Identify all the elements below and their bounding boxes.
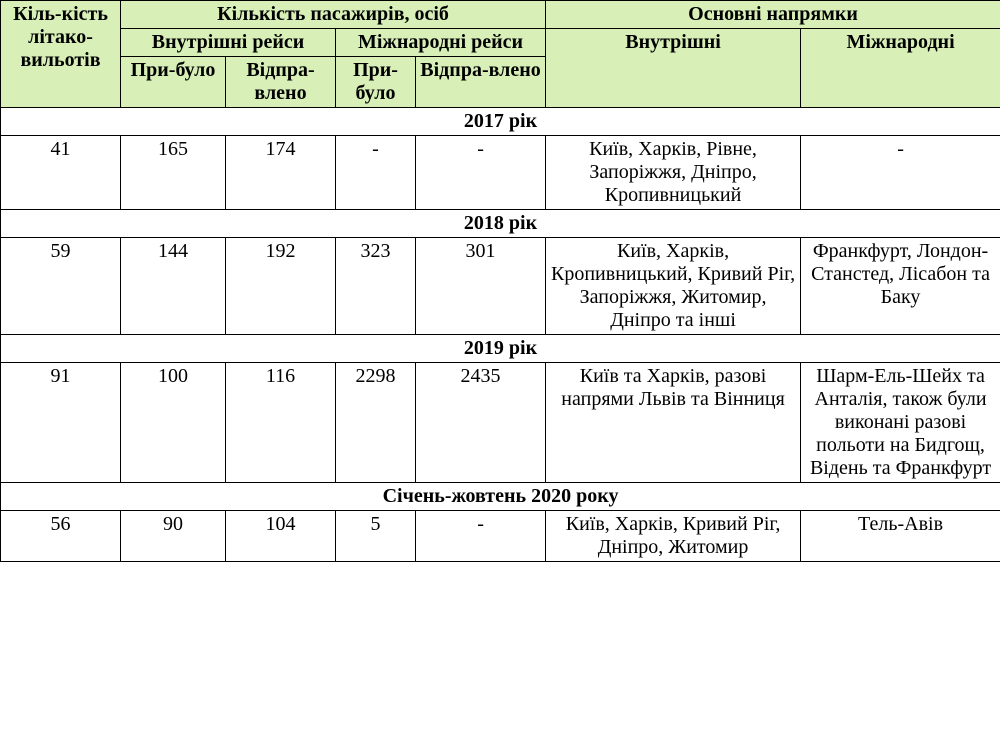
cell-dir-international: Франкфурт, Лондон-Станстед, Лісабон та Б… — [801, 238, 1000, 335]
table-body: 2017 рік 41 165 174 - - Київ, Харків, Рі… — [1, 108, 1000, 562]
cell-int-departed: 301 — [416, 238, 546, 335]
cell-dom-departed: 174 — [226, 136, 336, 210]
cell-dom-departed: 116 — [226, 363, 336, 483]
cell-dom-arrived: 144 — [121, 238, 226, 335]
header-dir-international: Міжнародні — [801, 29, 1000, 108]
cell-int-departed: - — [416, 511, 546, 562]
cell-dir-international: Шарм-Ель-Шейх та Анталія, також були вик… — [801, 363, 1000, 483]
cell-dom-arrived: 100 — [121, 363, 226, 483]
airport-stats-table: Кіль-кість літако-вильотів Кількість пас… — [0, 0, 1000, 562]
year-label: Січень-жовтень 2020 року — [1, 483, 1000, 511]
cell-flights: 91 — [1, 363, 121, 483]
year-row: 2018 рік — [1, 210, 1000, 238]
header-dir-domestic: Внутрішні — [546, 29, 801, 108]
year-row: 2017 рік — [1, 108, 1000, 136]
cell-dom-departed: 192 — [226, 238, 336, 335]
cell-dom-departed: 104 — [226, 511, 336, 562]
year-label: 2018 рік — [1, 210, 1000, 238]
cell-int-departed: 2435 — [416, 363, 546, 483]
cell-flights: 59 — [1, 238, 121, 335]
cell-int-arrived: 5 — [336, 511, 416, 562]
cell-dir-international: Тель-Авів — [801, 511, 1000, 562]
header-passengers: Кількість пасажирів, осіб — [121, 1, 546, 29]
header-dom-departed: Відпра-влено — [226, 57, 336, 108]
cell-flights: 41 — [1, 136, 121, 210]
cell-dir-international: - — [801, 136, 1000, 210]
cell-dir-domestic: Київ та Харків, разові напрями Львів та … — [546, 363, 801, 483]
header-domestic-flights: Внутрішні рейси — [121, 29, 336, 57]
header-flights: Кіль-кість літако-вильотів — [1, 1, 121, 108]
table-header: Кіль-кість літако-вильотів Кількість пас… — [1, 1, 1000, 108]
header-int-departed: Відпра-влено — [416, 57, 546, 108]
header-international-flights: Міжнародні рейси — [336, 29, 546, 57]
table-row: 91 100 116 2298 2435 Київ та Харків, раз… — [1, 363, 1000, 483]
cell-dir-domestic: Київ, Харків, Рівне, Запоріжжя, Дніпро, … — [546, 136, 801, 210]
cell-dir-domestic: Київ, Харків, Кривий Ріг, Дніпро, Житоми… — [546, 511, 801, 562]
year-label: 2019 рік — [1, 335, 1000, 363]
header-int-arrived: При-було — [336, 57, 416, 108]
year-label: 2017 рік — [1, 108, 1000, 136]
cell-int-arrived: 323 — [336, 238, 416, 335]
cell-dom-arrived: 165 — [121, 136, 226, 210]
cell-dom-arrived: 90 — [121, 511, 226, 562]
cell-int-departed: - — [416, 136, 546, 210]
year-row: Січень-жовтень 2020 року — [1, 483, 1000, 511]
table-row: 59 144 192 323 301 Київ, Харків, Кропивн… — [1, 238, 1000, 335]
cell-flights: 56 — [1, 511, 121, 562]
year-row: 2019 рік — [1, 335, 1000, 363]
header-main-directions: Основні напрямки — [546, 1, 1000, 29]
table-row: 41 165 174 - - Київ, Харків, Рівне, Запо… — [1, 136, 1000, 210]
header-dom-arrived: При-було — [121, 57, 226, 108]
cell-dir-domestic: Київ, Харків, Кропивницький, Кривий Ріг,… — [546, 238, 801, 335]
cell-int-arrived: 2298 — [336, 363, 416, 483]
table-row: 56 90 104 5 - Київ, Харків, Кривий Ріг, … — [1, 511, 1000, 562]
cell-int-arrived: - — [336, 136, 416, 210]
